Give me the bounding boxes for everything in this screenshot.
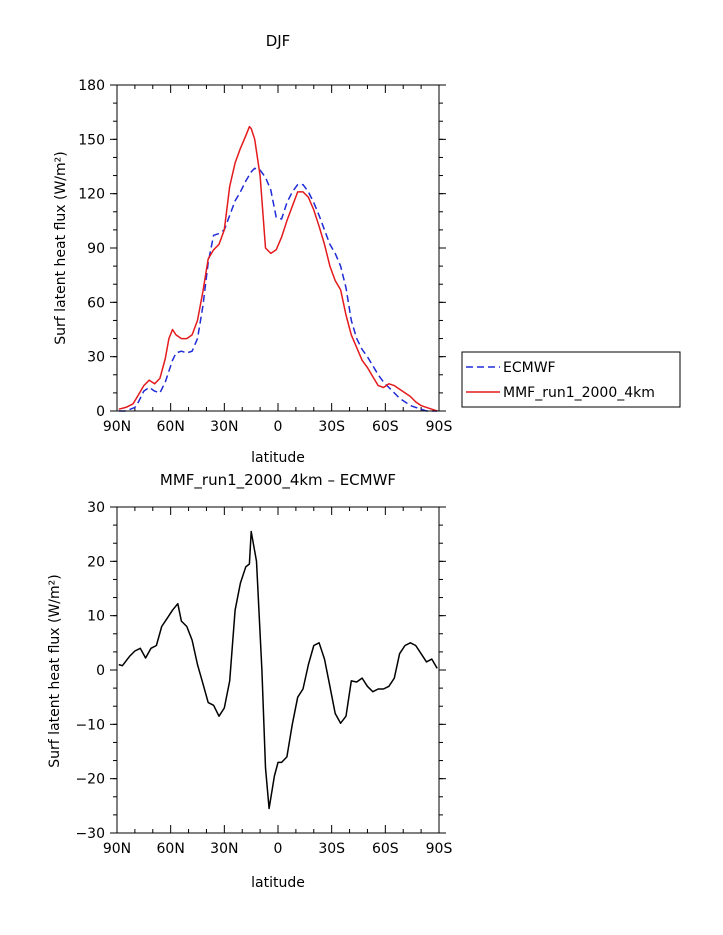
top-y-tick-label: 60 [87,295,105,311]
bottom-y-tick-label: 10 [87,609,105,625]
top-x-tick-label: 30N [210,419,238,435]
top-y-tick-label: 180 [78,78,105,94]
bottom-x-tick-label: 60S [372,841,399,857]
top-y-tick-label: 90 [87,241,105,257]
bottom-y-tick-label: 30 [87,500,105,516]
top-panel-title: DJF [266,32,291,50]
bottom-y-tick-label: 0 [96,663,105,679]
bottom-plot-frame [116,506,440,834]
bottom-y-axis-label: Surf latent heat flux (W/m²) [47,574,63,767]
top-y-tick-label: 30 [87,350,105,366]
bottom-panel-title: MMF_run1_2000_4km – ECMWF [160,471,396,490]
top-plot-frame [116,84,440,412]
bottom-y-tick-label: −10 [75,717,105,733]
bottom-x-axis-label: latitude [251,875,305,891]
bottom-x-tick-label: 60N [157,841,185,857]
top-axis-ticks: 90N 60N 30N 0 30S 60S 90S 0 30 60 90 120 150 180 [78,78,452,435]
bottom-panel: MMF_run1_2000_4km – ECMWF latitude Surf … [47,471,452,891]
legend-label-mmf: MMF_run1_2000_4km [503,385,655,401]
top-x-axis-label: latitude [251,450,305,466]
top-x-tick-label: 90S [426,419,453,435]
top-y-tick-label: 0 [96,404,105,420]
top-y-tick-label: 150 [78,132,105,148]
top-y-tick-label: 120 [78,187,105,203]
bottom-axis-ticks: 90N 60N 30N 0 30S 60S 90S −30 −20 −10 0 10 20 30 [75,500,452,857]
bottom-x-tick-label: 30S [318,841,345,857]
bottom-x-tick-label: 30N [210,841,238,857]
bottom-x-tick-label: 90N [103,841,131,857]
legend: ECMWF MMF_run1_2000_4km [461,351,681,408]
top-series-line-ecmwf [118,167,438,412]
top-y-axis-label: Surf latent heat flux (W/m²) [53,151,69,344]
bottom-x-tick-label: 90S [426,841,453,857]
top-x-tick-label: 0 [274,419,283,435]
top-x-tick-label: 60N [157,419,185,435]
bottom-series-line-difference [118,530,438,810]
top-x-tick-label: 90N [103,419,131,435]
top-series-line-mmf-run1-2000-4km [118,125,438,412]
legend-label-ecmwf: ECMWF [503,360,556,376]
top-panel: DJF latitude Surf latent heat flux (W/m²… [53,32,452,466]
top-x-tick-label: 60S [372,419,399,435]
bottom-y-tick-label: −30 [75,826,105,842]
legend-box [461,351,681,408]
bottom-y-tick-label: 20 [87,554,105,570]
bottom-series-group [118,530,438,810]
bottom-y-tick-label: −20 [75,772,105,788]
top-x-tick-label: 30S [318,419,345,435]
top-series-group [118,125,438,412]
bottom-x-tick-label: 0 [274,841,283,857]
